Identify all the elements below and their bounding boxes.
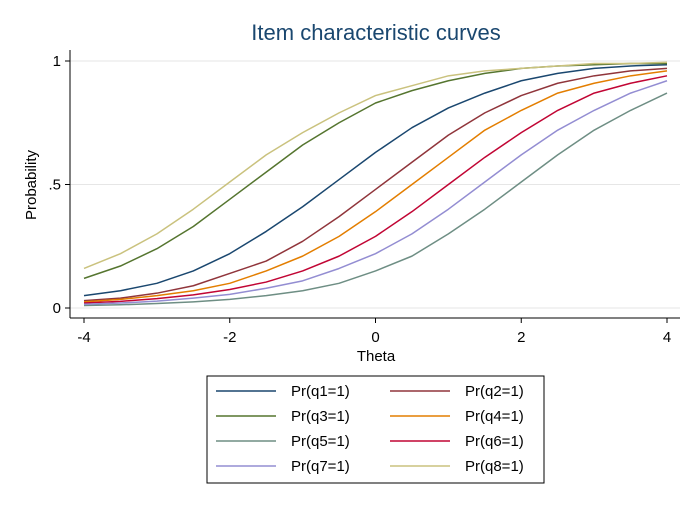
legend: Pr(q1=1) Pr(q2=1) Pr(q3=1) Pr(q4=1) Pr(q5=1)…: [216, 383, 524, 475]
x-tick-label: 2: [517, 329, 525, 346]
y-axis-label: Probability: [23, 149, 40, 220]
x-tick-label: 4: [663, 329, 671, 346]
legend-label: Pr(q6=1): [465, 433, 524, 450]
legend-label: Pr(q3=1): [291, 408, 350, 425]
series-line-q2: [83, 67, 668, 302]
legend-label: Pr(q8=1): [465, 458, 524, 475]
series-line-q5: [83, 92, 668, 307]
legend-box: [206, 375, 545, 484]
axes: 0 .5 1 -4 -2 0 2 4: [48, 50, 680, 346]
chart-title: Item characteristic curves: [251, 20, 500, 45]
grid-lines: [70, 60, 680, 309]
y-tick-label: 0: [53, 300, 61, 317]
x-axis-label: Theta: [357, 348, 396, 365]
x-tick-label: -4: [77, 329, 90, 346]
series-line-q8: [83, 61, 668, 270]
x-tick-label: 0: [371, 329, 379, 346]
legend-label: Pr(q7=1): [291, 458, 350, 475]
series-line-q4: [83, 70, 668, 303]
series-line-q7: [83, 80, 668, 306]
series-line-q6: [83, 75, 668, 304]
legend-label: Pr(q1=1): [291, 383, 350, 400]
y-tick-label: 1: [53, 53, 61, 70]
legend-label: Pr(q2=1): [465, 383, 524, 400]
legend-label: Pr(q4=1): [465, 408, 524, 425]
series-line-q1: [83, 63, 668, 297]
series-lines: [83, 61, 668, 307]
x-tick-label: -2: [223, 329, 236, 346]
y-tick-label: .5: [48, 177, 61, 194]
legend-label: Pr(q5=1): [291, 433, 350, 450]
